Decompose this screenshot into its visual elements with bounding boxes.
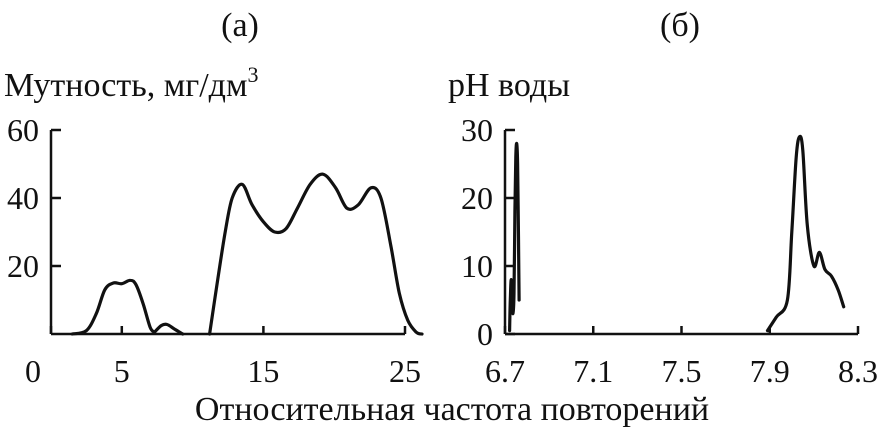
series-line-a-1 [70,278,156,336]
series-line-b-1 [508,141,521,333]
series-line-b-2 [765,134,846,333]
y-tick-label: 20 [7,248,39,284]
series-curves-a [70,172,424,336]
x-tick-label: 7.9 [750,353,790,389]
y-ticks-a: 60 40 20 [7,112,61,284]
x-ticks-a: 0 5 15 25 [25,326,421,389]
x-ticks-b: 6.7 7.1 7.5 7.9 8.3 [485,326,878,389]
x-tick-label: 25 [389,353,421,389]
x-tick-label: 8.3 [838,353,878,389]
panel-label-a: (а) [221,7,259,44]
x-tick-label: 6.7 [485,353,525,389]
x-axis-title: Относительная частота повторений [195,391,709,428]
series-curves-b [508,134,846,333]
chart-panel-b: (б) pH воды 30 20 10 0 6.7 7.1 7.5 7.9 8.3 [448,7,878,389]
panel-label-b: (б) [660,7,700,44]
chart-panel-a: (а) Мутность, мг/дм3 60 40 20 0 5 15 25 [4,7,424,389]
y-tick-label: 60 [7,112,39,148]
y-tick-label: 20 [461,180,493,216]
y-tick-label: 30 [461,112,493,148]
y-axis-label-b: pH воды [448,67,570,104]
x-tick-label: 7.1 [573,353,613,389]
series-line-a-3 [208,172,424,336]
series-line-a-2 [152,322,185,336]
y-axis-label-a-superscript: 3 [247,62,258,87]
y-tick-label: 0 [477,316,493,352]
y-axis-label-a-text: Мутность, мг/дм [4,67,247,104]
x-tick-label: 0 [25,353,41,389]
y-tick-label: 10 [461,248,493,284]
x-tick-label: 7.5 [662,353,702,389]
y-axis-label-a: Мутность, мг/дм3 [4,62,258,104]
y-ticks-b: 30 20 10 0 [461,112,515,352]
x-tick-label: 15 [247,353,279,389]
x-tick-label: 5 [114,353,130,389]
y-tick-label: 40 [7,180,39,216]
